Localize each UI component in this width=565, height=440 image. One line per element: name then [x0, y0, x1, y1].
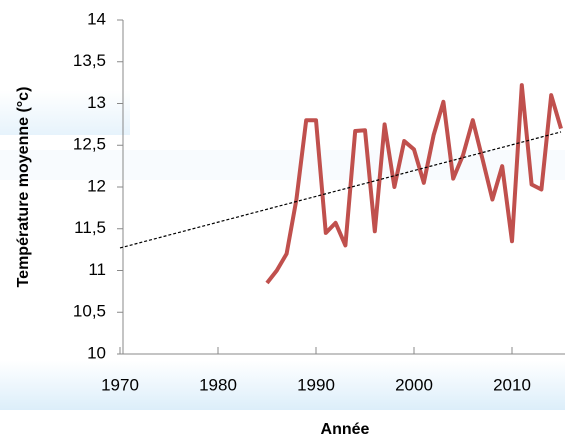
x-tick-label: 1980: [199, 375, 237, 394]
y-tick-label: 14: [87, 9, 106, 28]
x-axis-title: Année: [321, 421, 370, 438]
x-tick-label: 1970: [101, 375, 139, 394]
y-tick-label: 13,5: [73, 51, 106, 70]
trend-line: [119, 131, 562, 249]
y-tick-label: 10: [87, 343, 106, 362]
background-cloud: [0, 360, 565, 410]
data-line: [265, 83, 563, 285]
x-tick-label: 1990: [297, 375, 335, 394]
y-tick-label: 10,5: [73, 302, 106, 321]
background-cloud: [0, 90, 130, 135]
y-tick-label: 11,5: [74, 218, 106, 237]
background-cloud: [0, 150, 565, 180]
y-tick-label: 11: [88, 260, 106, 279]
y-tick-label: 12,5: [73, 135, 106, 154]
x-tick-label: 2000: [395, 375, 433, 394]
y-tick-label: 12: [87, 176, 106, 195]
x-tick-label: 2010: [493, 375, 531, 394]
y-tick-label: 13: [87, 93, 106, 112]
y-axis-title: Température moyenne (°c): [15, 87, 32, 288]
